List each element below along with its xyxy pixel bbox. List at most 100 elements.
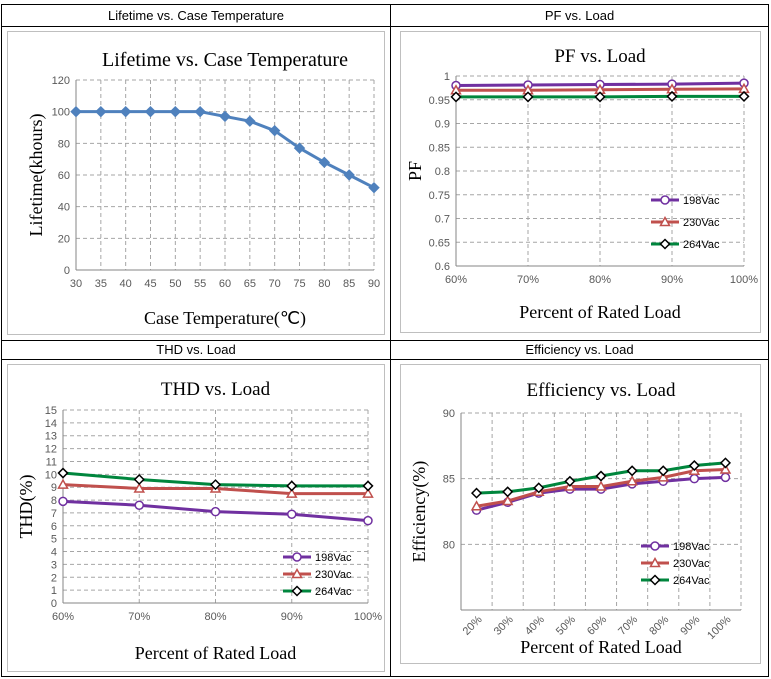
data-point bbox=[564, 475, 576, 487]
y-axis-label: Efficiency(%) bbox=[409, 461, 430, 563]
chart-title: THD vs. Load bbox=[161, 379, 271, 400]
x-tick-label: 60% bbox=[52, 611, 74, 623]
data-point bbox=[450, 91, 462, 103]
series-lifetime bbox=[70, 105, 380, 194]
x-tick-label: 35 bbox=[95, 278, 107, 290]
x-tick-label: 75 bbox=[293, 278, 305, 290]
x-axis-label: Case Temperature(℃) bbox=[144, 308, 306, 329]
panel-pf: PF vs. Load 0.6 0.65 0.7 0.75 0.8 0.85 0.9 0.95 1… bbox=[400, 31, 761, 333]
x-tick-label: 20% bbox=[461, 613, 485, 637]
legend-marker bbox=[659, 215, 671, 227]
y-tick-label: 1 bbox=[444, 71, 450, 83]
series-264vac bbox=[470, 457, 732, 499]
data-point bbox=[719, 457, 732, 469]
x-tick-label: 85 bbox=[343, 278, 355, 290]
x-axis-label: Percent of Rated Load bbox=[135, 643, 296, 663]
y-tick-label: 10 bbox=[45, 469, 57, 481]
x-tick-label: 70 bbox=[269, 278, 281, 290]
y-tick-label: 12 bbox=[45, 444, 57, 456]
legend-marker bbox=[292, 552, 302, 562]
data-point bbox=[522, 91, 534, 103]
y-tick-label: 90 bbox=[443, 408, 455, 420]
x-tick-label: 100% bbox=[730, 274, 758, 286]
data-point bbox=[209, 479, 222, 491]
x-tick-label: 90% bbox=[678, 613, 702, 637]
data-point bbox=[57, 478, 69, 489]
data-point bbox=[318, 156, 331, 169]
data-point bbox=[368, 181, 380, 194]
y-tick-label: 4 bbox=[51, 547, 57, 559]
data-point bbox=[688, 459, 700, 472]
series-264vac bbox=[57, 467, 374, 492]
chart-title: Lifetime vs. Case Temperature bbox=[102, 49, 348, 71]
y-tick-label: 0.8 bbox=[435, 166, 450, 178]
legend-entry: 198Vac bbox=[651, 195, 720, 207]
x-tick-label: 90 bbox=[368, 278, 380, 290]
x-tick-label: 30% bbox=[492, 613, 516, 637]
panel-thd: THD vs. Load 0 1 2 3 4 5 6 7 8 9 10 11 12 13 14 15 60% 70%… bbox=[7, 364, 385, 672]
data-point bbox=[502, 486, 514, 498]
x-tick-label: 100% bbox=[354, 611, 382, 623]
y-tick-label: 40 bbox=[58, 202, 70, 214]
panel-lifetime: Lifetime vs. Case Temperature 0 20 40 60 80 10… bbox=[7, 31, 385, 335]
data-point bbox=[119, 105, 132, 118]
y-tick-label: 60 bbox=[58, 170, 70, 182]
legend-entry: 198Vac bbox=[641, 541, 710, 553]
y-tick-label: 0 bbox=[51, 598, 57, 610]
chart-title: Efficiency vs. Load bbox=[527, 380, 676, 401]
data-point bbox=[626, 475, 638, 486]
y-tick-label: 6 bbox=[51, 521, 57, 533]
x-tick-label: 90% bbox=[281, 611, 303, 623]
y-tick-label: 5 bbox=[51, 534, 57, 546]
legend-marker bbox=[649, 556, 661, 568]
legend-label: 198Vac bbox=[315, 552, 352, 564]
legend-marker bbox=[659, 238, 671, 250]
data-point bbox=[57, 467, 69, 479]
series-264vac bbox=[450, 90, 750, 103]
lifetime-chart: Lifetime vs. Case Temperature 0 20 40 60 80 10… bbox=[26, 49, 380, 329]
data-point bbox=[595, 470, 607, 482]
y-tick-label: 0.75 bbox=[429, 190, 450, 202]
legend-entry: 198Vac bbox=[283, 552, 352, 564]
x-tick-label: 80% bbox=[589, 274, 611, 286]
data-point bbox=[738, 90, 750, 102]
legend-entry: 264Vac bbox=[283, 585, 352, 598]
data-point bbox=[533, 482, 545, 494]
legend-marker bbox=[291, 585, 303, 597]
legend-marker bbox=[650, 541, 660, 551]
y-tick-label: 11 bbox=[46, 456, 57, 468]
legend-label: 264Vac bbox=[683, 239, 720, 251]
data-point bbox=[343, 169, 355, 181]
data-point bbox=[210, 506, 221, 517]
data-point bbox=[58, 496, 68, 507]
data-point bbox=[720, 472, 731, 483]
x-tick-label: 50% bbox=[554, 613, 578, 637]
chart-title: PF vs. Load bbox=[554, 46, 646, 67]
y-tick-label: 8 bbox=[51, 495, 57, 507]
legend-label: 230Vac bbox=[673, 558, 710, 570]
x-tick-label: 60% bbox=[585, 613, 609, 637]
x-tick-label: 60% bbox=[445, 274, 467, 286]
x-tick-label: 55 bbox=[194, 278, 206, 290]
y-tick-label: 0.85 bbox=[429, 142, 450, 154]
y-tick-label: 15 bbox=[45, 405, 57, 417]
data-point bbox=[285, 487, 298, 498]
x-tick-label: 40 bbox=[120, 278, 132, 290]
y-tick-label: 120 bbox=[52, 75, 70, 87]
data-point bbox=[501, 494, 514, 506]
x-tick-label: 30 bbox=[70, 278, 82, 290]
data-point bbox=[689, 473, 700, 484]
y-tick-label: 0.9 bbox=[435, 119, 450, 131]
data-point bbox=[244, 115, 256, 127]
x-axis-label: Percent of Rated Load bbox=[519, 302, 680, 322]
x-tick-label: 70% bbox=[616, 613, 640, 637]
data-point bbox=[666, 90, 678, 102]
cell-header-pf: PF vs. Load bbox=[544, 8, 615, 23]
data-point bbox=[133, 473, 145, 486]
legend-label: 230Vac bbox=[683, 217, 720, 229]
y-axis-label: Lifetime(khours) bbox=[26, 114, 47, 237]
x-axis-label: Percent of Rated Load bbox=[520, 637, 681, 657]
pf-chart: PF vs. Load 0.6 0.65 0.7 0.75 0.8 0.85 0.9 0.95 1… bbox=[405, 46, 758, 322]
data-point bbox=[268, 124, 281, 137]
